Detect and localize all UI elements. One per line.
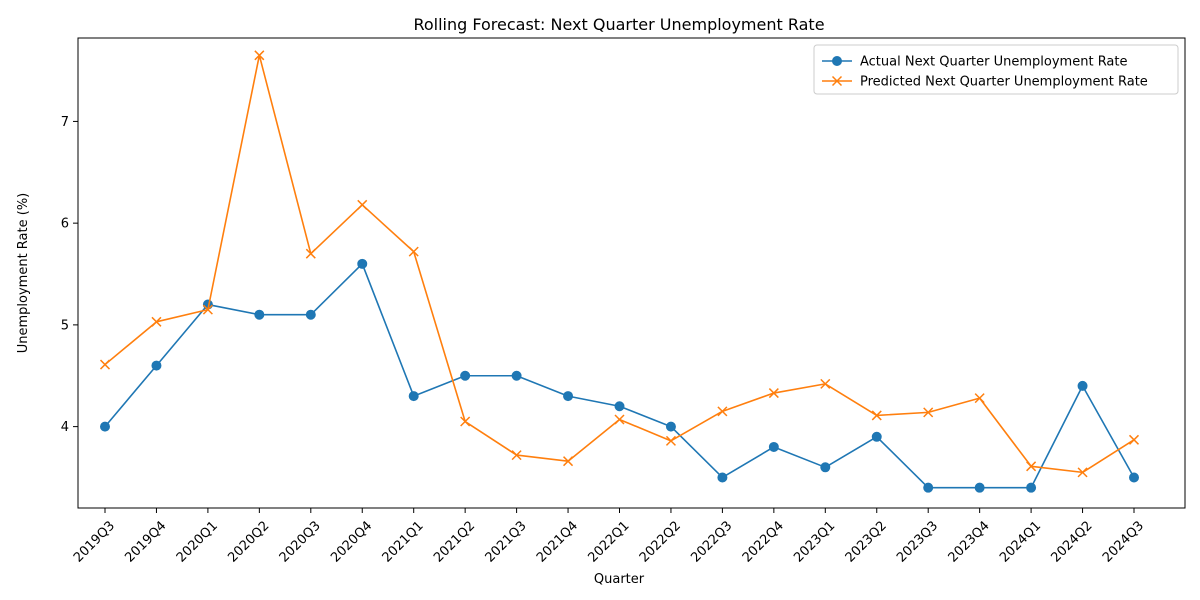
- series-actual: [100, 258, 1139, 493]
- legend-label: Actual Next Quarter Unemployment Rate: [860, 55, 1128, 70]
- data-point: [974, 393, 985, 404]
- x-tick-label: 2023Q2: [843, 518, 890, 565]
- data-point: [1077, 380, 1088, 391]
- y-tick-label: 4: [61, 420, 69, 435]
- data-point: [768, 388, 779, 399]
- data-point: [974, 482, 985, 493]
- legend-label: Predicted Next Quarter Unemployment Rate: [860, 75, 1148, 90]
- data-point: [460, 416, 471, 427]
- data-point: [408, 246, 419, 257]
- data-point: [1026, 461, 1037, 472]
- data-point: [665, 435, 676, 446]
- x-tick-label: 2022Q4: [740, 518, 787, 565]
- x-tick-label: 2019Q4: [122, 518, 169, 565]
- x-tick-label: 2020Q4: [328, 518, 375, 565]
- x-tick-label: 2023Q1: [791, 518, 838, 565]
- data-point: [99, 359, 111, 370]
- x-tick-label: 2020Q2: [225, 518, 272, 565]
- data-point: [563, 391, 574, 402]
- x-tick-label: 2019Q3: [71, 518, 118, 565]
- y-axis: 4 5 6 7: [61, 115, 78, 435]
- x-axis: 2019Q3 2019Q4 2020Q1 2020Q2 2020Q3 2020Q4 2021…: [71, 508, 1147, 566]
- legend-marker: [832, 56, 842, 66]
- data-point: [511, 370, 522, 381]
- plot-area: [77, 37, 1186, 509]
- x-tick-label: 2024Q3: [1100, 518, 1147, 565]
- x-tick-label: 2023Q3: [894, 518, 941, 565]
- data-point: [1128, 434, 1140, 445]
- data-point: [563, 456, 574, 467]
- series-layer: [99, 50, 1140, 493]
- data-point: [923, 482, 934, 493]
- data-point: [614, 401, 625, 412]
- data-point: [1129, 472, 1139, 483]
- x-tick-label: 2024Q2: [1049, 518, 1096, 565]
- x-tick-label: 2022Q1: [585, 518, 632, 565]
- data-point: [511, 450, 522, 461]
- legend: Actual Next Quarter Unemployment Rate Pre…: [813, 44, 1179, 95]
- data-point: [820, 462, 831, 473]
- data-point: [305, 309, 316, 320]
- data-point: [408, 391, 419, 402]
- y-axis-label: Unemployment Rate (%): [16, 193, 31, 354]
- x-tick-label: 2021Q3: [483, 518, 530, 565]
- data-point: [768, 441, 779, 452]
- x-tick-label: 2023Q4: [946, 518, 993, 565]
- data-point: [871, 431, 882, 442]
- data-point: [357, 258, 368, 269]
- data-point: [254, 309, 265, 320]
- data-point: [820, 378, 831, 389]
- x-tick-label: 2021Q4: [534, 518, 581, 565]
- data-point: [923, 407, 934, 418]
- x-tick-label: 2020Q3: [277, 518, 324, 565]
- data-point: [357, 199, 368, 210]
- y-tick-label: 5: [61, 318, 69, 333]
- data-point: [717, 472, 728, 483]
- y-tick-label: 7: [61, 115, 69, 130]
- data-point: [305, 248, 316, 259]
- data-point: [717, 406, 728, 417]
- data-point: [460, 370, 471, 381]
- data-point: [151, 360, 162, 371]
- data-point: [202, 304, 213, 315]
- x-tick-label: 2021Q2: [431, 518, 478, 565]
- chart-title: Rolling Forecast: Next Quarter Unemploym…: [413, 15, 824, 34]
- y-tick-label: 6: [61, 217, 69, 232]
- series-predicted: [99, 50, 1140, 478]
- data-point: [1077, 467, 1088, 478]
- data-point: [254, 50, 265, 61]
- x-tick-label: 2020Q1: [174, 518, 221, 565]
- data-point: [665, 421, 676, 432]
- x-tick-label: 2022Q3: [688, 518, 735, 565]
- x-tick-label: 2021Q1: [380, 518, 427, 565]
- x-tick-label: 2024Q1: [997, 518, 1044, 565]
- data-point: [100, 421, 110, 432]
- legend-box: [813, 44, 1179, 95]
- data-point: [151, 316, 162, 327]
- x-axis-label: Quarter: [594, 572, 645, 587]
- x-tick-label: 2022Q2: [637, 518, 684, 565]
- legend-marker: [831, 75, 843, 87]
- data-point: [1026, 482, 1037, 493]
- data-point: [871, 410, 882, 421]
- data-point: [614, 414, 625, 425]
